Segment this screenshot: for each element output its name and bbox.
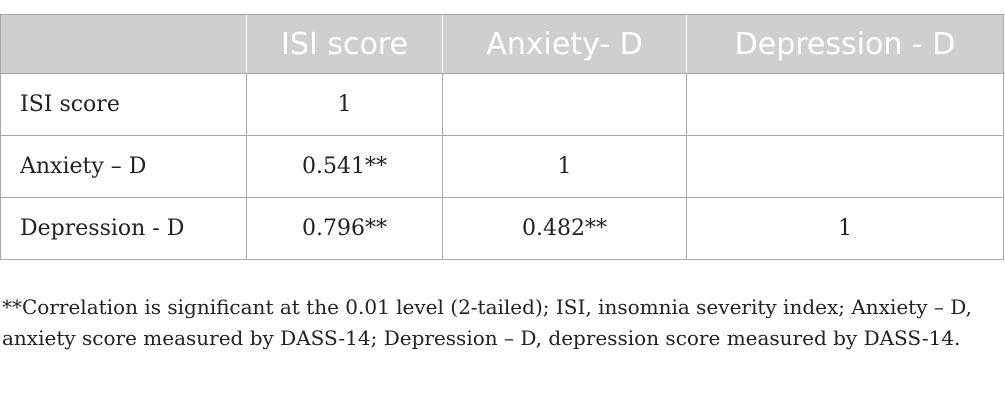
table-cell: 0.482**	[442, 197, 687, 260]
header-cell-anxiety: Anxiety- D	[442, 14, 687, 74]
correlation-table-container: ISI score Anxiety- D Depression - D ISI …	[0, 14, 1004, 260]
table-cell: 1	[442, 135, 687, 198]
table-cell	[442, 73, 687, 136]
table-cell	[686, 73, 1004, 136]
header-row: ISI score Anxiety- D Depression - D	[0, 14, 1004, 74]
row-label: Depression - D	[0, 197, 247, 260]
correlation-table: ISI score Anxiety- D Depression - D ISI …	[0, 14, 1004, 260]
table-cell	[686, 135, 1004, 198]
table-row: Anxiety – D 0.541** 1	[0, 135, 1004, 198]
row-label: ISI score	[0, 73, 247, 136]
table-header: ISI score Anxiety- D Depression - D	[0, 14, 1004, 74]
header-cell-depression: Depression - D	[686, 14, 1004, 74]
table-cell: 1	[246, 73, 443, 136]
table-cell: 0.541**	[246, 135, 443, 198]
table-cell: 1	[686, 197, 1004, 260]
table-body: ISI score 1 Anxiety – D 0.541** 1 Depres…	[0, 73, 1004, 260]
table-footnote: **Correlation is significant at the 0.01…	[2, 295, 972, 350]
row-label: Anxiety – D	[0, 135, 247, 198]
header-cell-empty	[0, 14, 247, 74]
table-row: Depression - D 0.796** 0.482** 1	[0, 197, 1004, 260]
header-cell-isi-score: ISI score	[246, 14, 443, 74]
table-row: ISI score 1	[0, 73, 1004, 136]
table-cell: 0.796**	[246, 197, 443, 260]
